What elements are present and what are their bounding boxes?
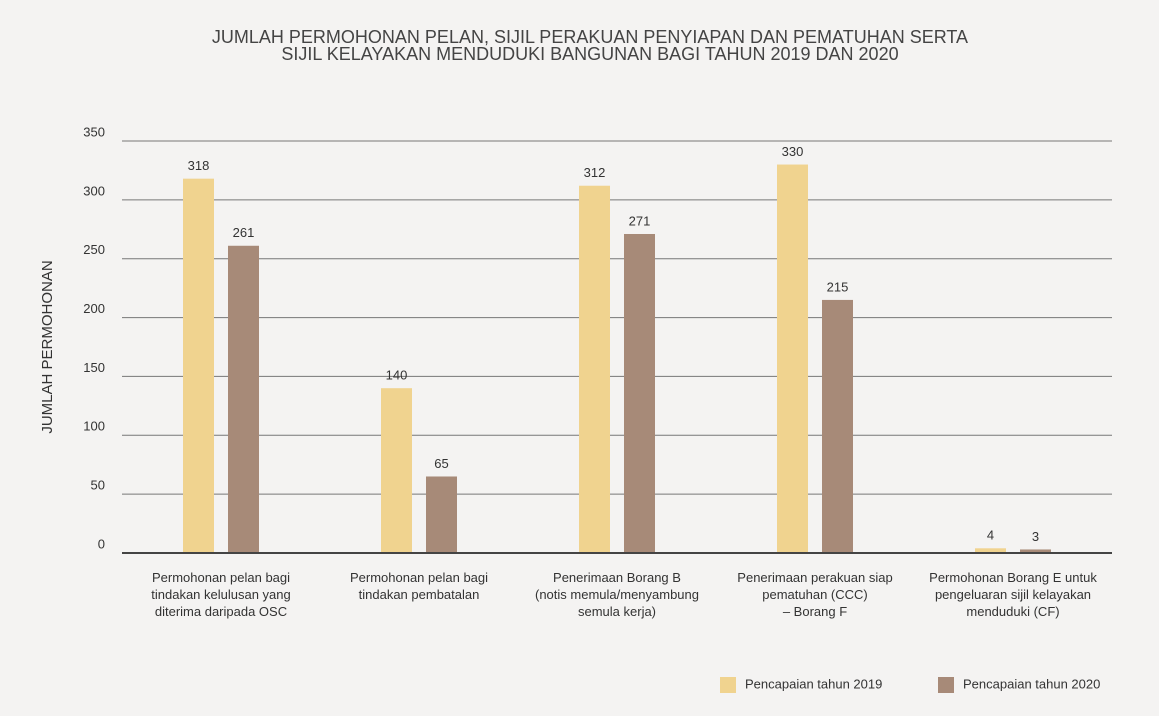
x-tick-label: Permohonan Borang E untuk pengeluaran sij…	[929, 570, 1097, 619]
x-tick-label: Penerimaan perakuan siap pematuhan (CCC) –…	[737, 570, 892, 619]
chart-title: JUMLAH PERMOHONAN PELAN, SIJIL PERAKUAN …	[212, 27, 968, 64]
y-tick-label: 350	[83, 124, 105, 139]
bar	[624, 233, 655, 553]
bar	[426, 476, 457, 553]
bar	[579, 185, 610, 553]
y-tick-label: 100	[83, 419, 105, 434]
data-label: 261	[233, 225, 255, 240]
x-tick-label: Penerimaan Borang B (notis memula/menyamb…	[535, 570, 699, 619]
y-tick-label: 50	[91, 478, 105, 493]
data-label: 330	[782, 144, 804, 159]
legend-label: Pencapaian tahun 2020	[963, 676, 1100, 691]
data-label: 140	[386, 368, 408, 383]
y-tick-label: 250	[83, 242, 105, 257]
legend-label: Pencapaian tahun 2019	[745, 676, 882, 691]
data-label: 3	[1032, 529, 1039, 544]
y-tick-label: 300	[83, 183, 105, 198]
data-label: 271	[629, 213, 651, 228]
bar	[975, 548, 1006, 553]
y-tick-label: 0	[98, 536, 105, 551]
legend-swatch	[938, 677, 954, 693]
data-label: 65	[434, 456, 448, 471]
bar	[381, 388, 412, 553]
y-axis-label: JUMLAH PERMOHONAN	[39, 260, 56, 433]
bar	[1020, 549, 1051, 553]
data-label: 312	[584, 165, 606, 180]
bar	[822, 299, 853, 553]
bar	[183, 178, 214, 553]
data-label: 318	[188, 158, 210, 173]
data-label: 4	[987, 528, 994, 543]
bar	[228, 245, 259, 553]
x-tick-label: Permohonan pelan bagi tindakan kelulusan …	[151, 570, 291, 619]
bar	[777, 164, 808, 554]
data-label: 215	[827, 279, 849, 294]
y-tick-label: 200	[83, 301, 105, 316]
x-tick-label: Permohonan pelan bagi tindakan pembatalan	[350, 570, 488, 602]
y-tick-label: 150	[83, 360, 105, 375]
legend-swatch	[720, 677, 736, 693]
